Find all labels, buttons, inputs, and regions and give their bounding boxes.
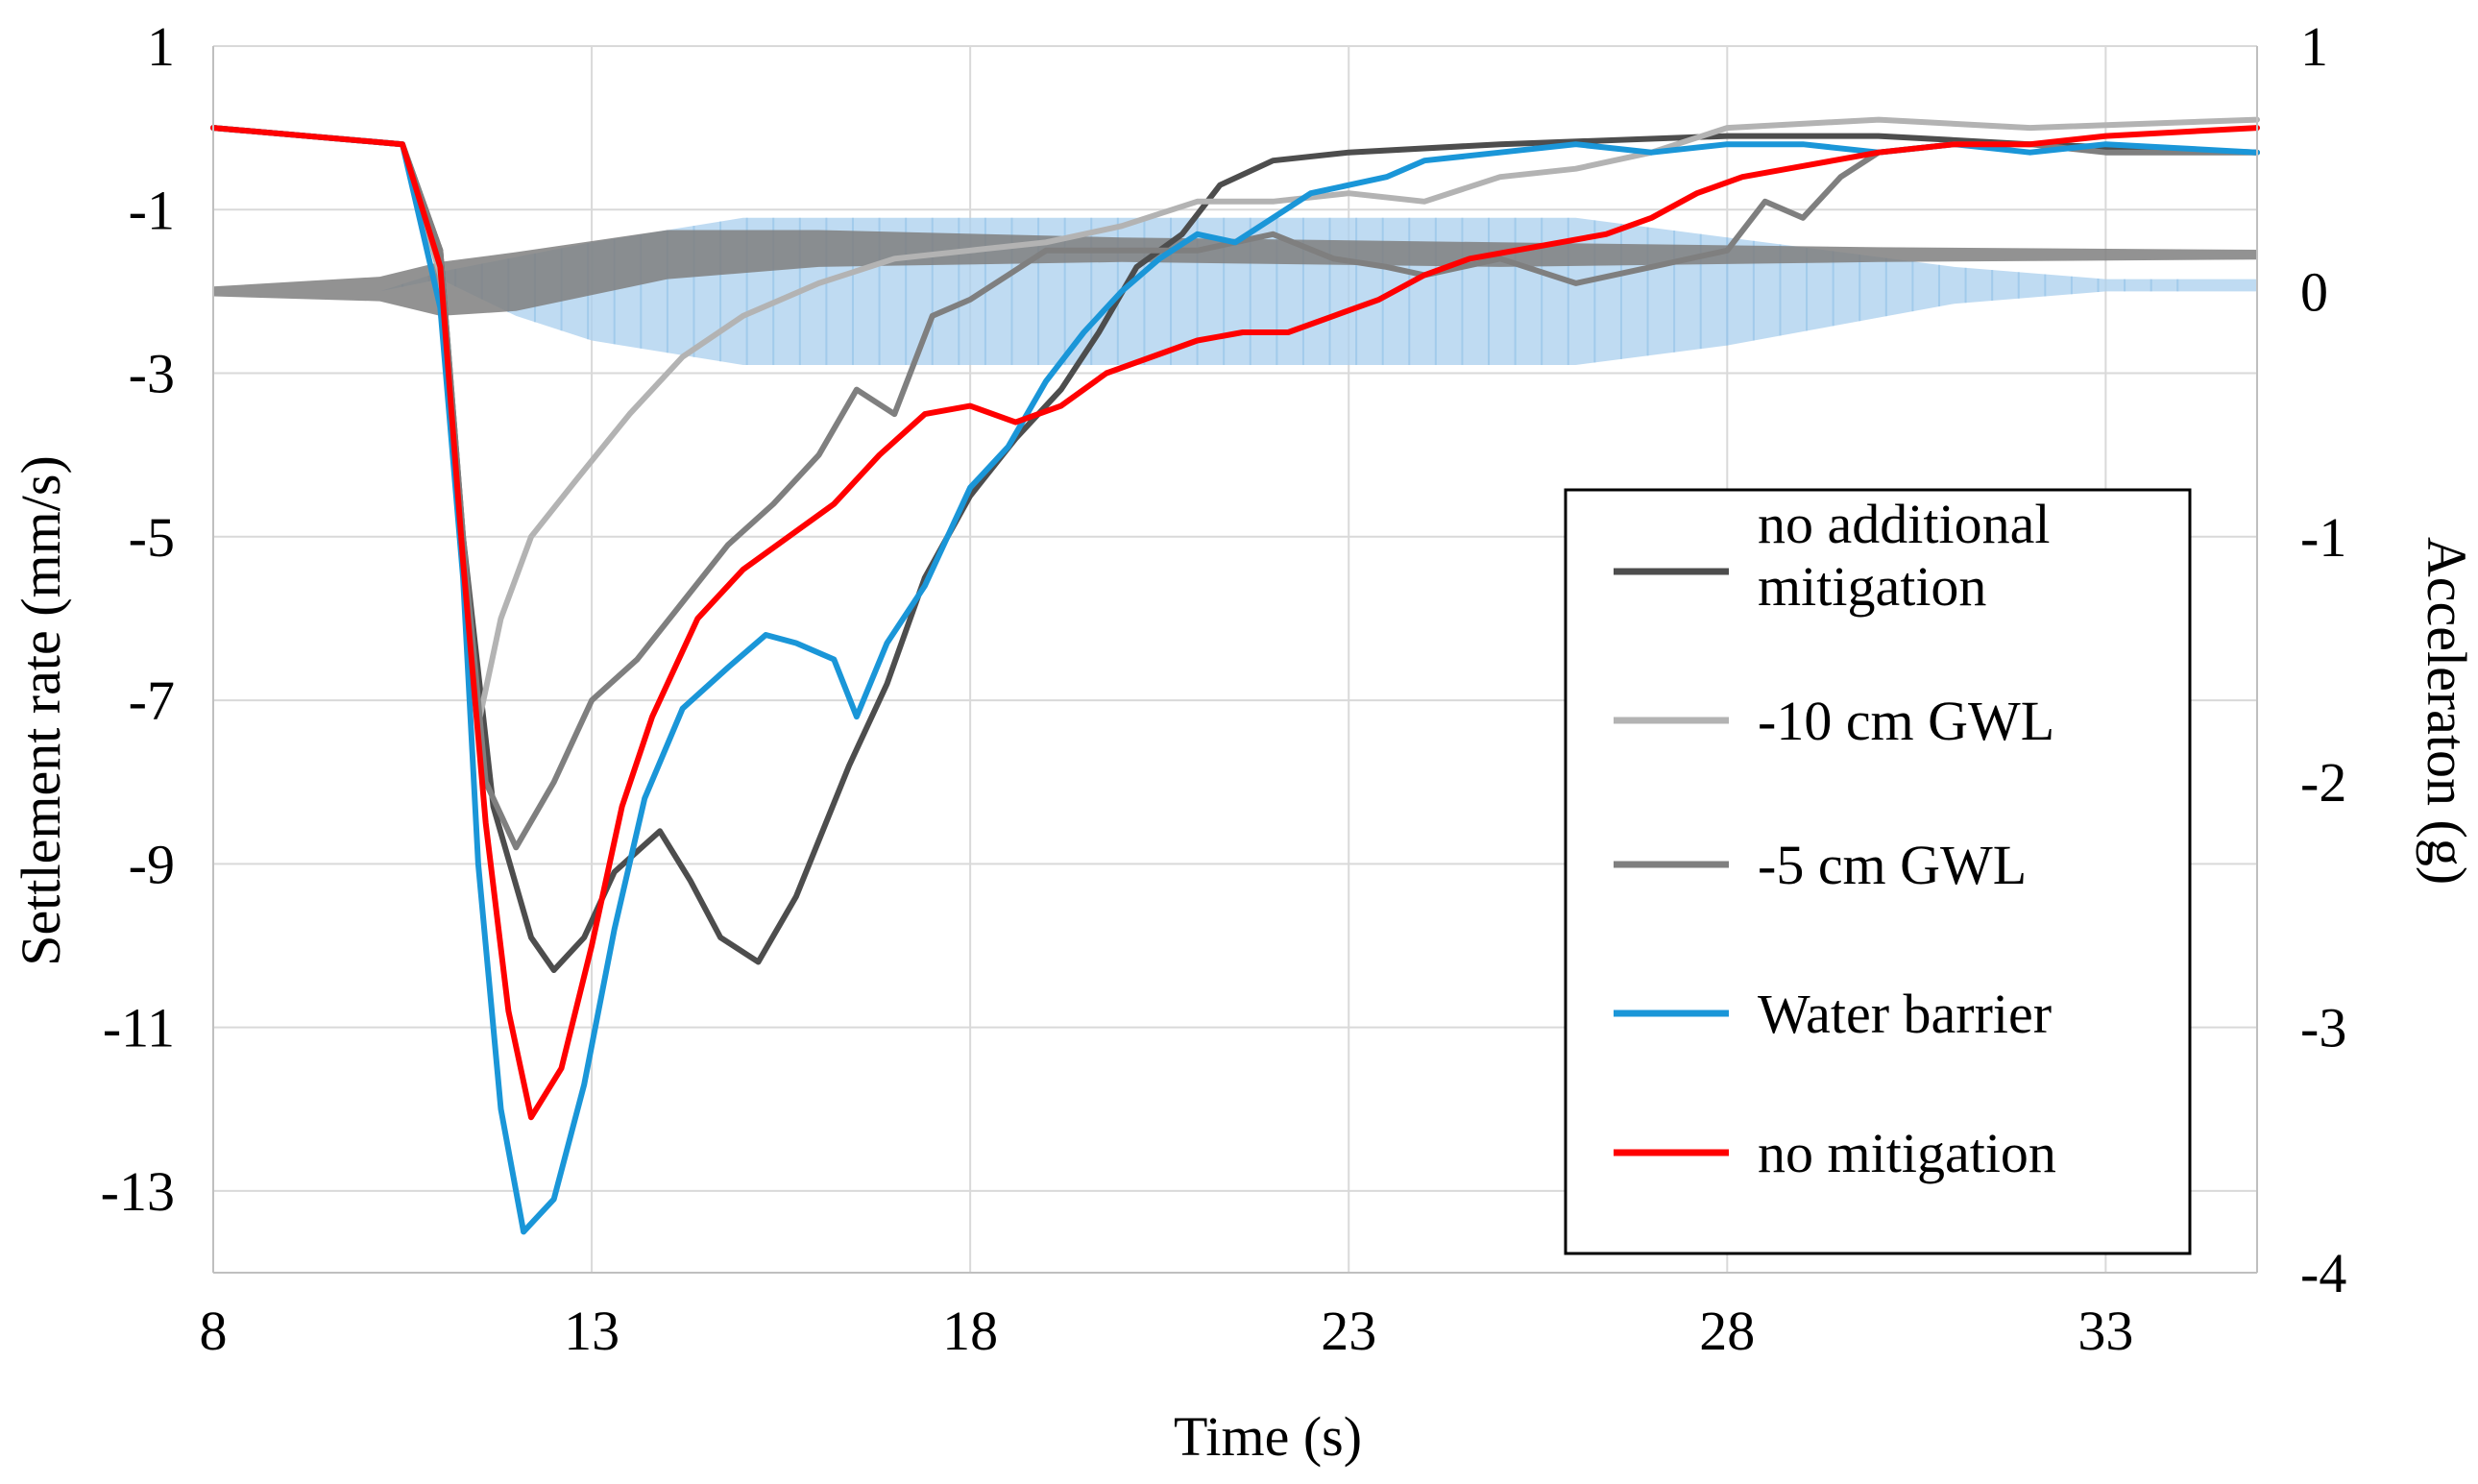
x-tick-label: 8 — [200, 1300, 228, 1362]
y-axis-title: Settlement rate (mm/s) — [10, 455, 72, 966]
x-tick-label: 23 — [1321, 1300, 1376, 1362]
y2-tick-label: -3 — [2300, 997, 2346, 1059]
series-line-3 — [210, 125, 2260, 1235]
legend-label-3: Water barrier — [1758, 983, 2052, 1045]
x-tick-label: 28 — [1699, 1300, 1755, 1362]
legend-label-0: no additional mitigation — [1758, 493, 2050, 618]
y2-tick-label: 1 — [2300, 15, 2328, 78]
legend-label-2: -5 cm GWL — [1758, 834, 2027, 896]
x-tick-label: 33 — [2077, 1300, 2133, 1362]
legend-label-4: no mitigation — [1758, 1122, 2056, 1184]
series-line-2 — [210, 125, 2260, 851]
acceleration-dark-band — [213, 230, 2257, 316]
y-tick-label: -3 — [129, 343, 175, 405]
x-axis-title: Time (s) — [1174, 1405, 1362, 1468]
series-line-1 — [210, 116, 2260, 728]
y-tick-label: -13 — [101, 1160, 175, 1223]
y-tick-label: 1 — [147, 15, 175, 78]
y-tick-label: -1 — [129, 179, 175, 241]
y-tick-label: -5 — [129, 506, 175, 569]
series-lines — [210, 116, 2260, 1235]
y2-tick-label: -1 — [2300, 506, 2346, 569]
y2-axis-title: Acceleraton (g) — [2416, 537, 2478, 885]
series-line-0 — [210, 125, 2260, 973]
legend-box — [1564, 488, 2192, 1255]
y-tick-label: -7 — [129, 669, 175, 732]
x-tick-label: 13 — [564, 1300, 620, 1362]
y-tick-label: -11 — [103, 997, 175, 1059]
y2-tick-label: -2 — [2300, 751, 2346, 814]
y2-tick-label: -4 — [2300, 1242, 2346, 1304]
x-tick-label: 18 — [942, 1300, 998, 1362]
legend: no additional mitigation -10 cm GWL -5 cm G… — [1564, 488, 2192, 1255]
y2-tick-label: 0 — [2300, 260, 2328, 323]
axes — [212, 46, 2258, 1274]
tick-labels: 8 13 18 23 28 33 1 -1 -3 -5 -7 -9 -11 -13 1 0 -1 -2 -3 -4 — [101, 15, 2347, 1362]
legend-label-1: -10 cm GWL — [1758, 690, 2054, 752]
series-line-4 — [210, 125, 2260, 1121]
y-tick-label: -9 — [129, 833, 175, 895]
